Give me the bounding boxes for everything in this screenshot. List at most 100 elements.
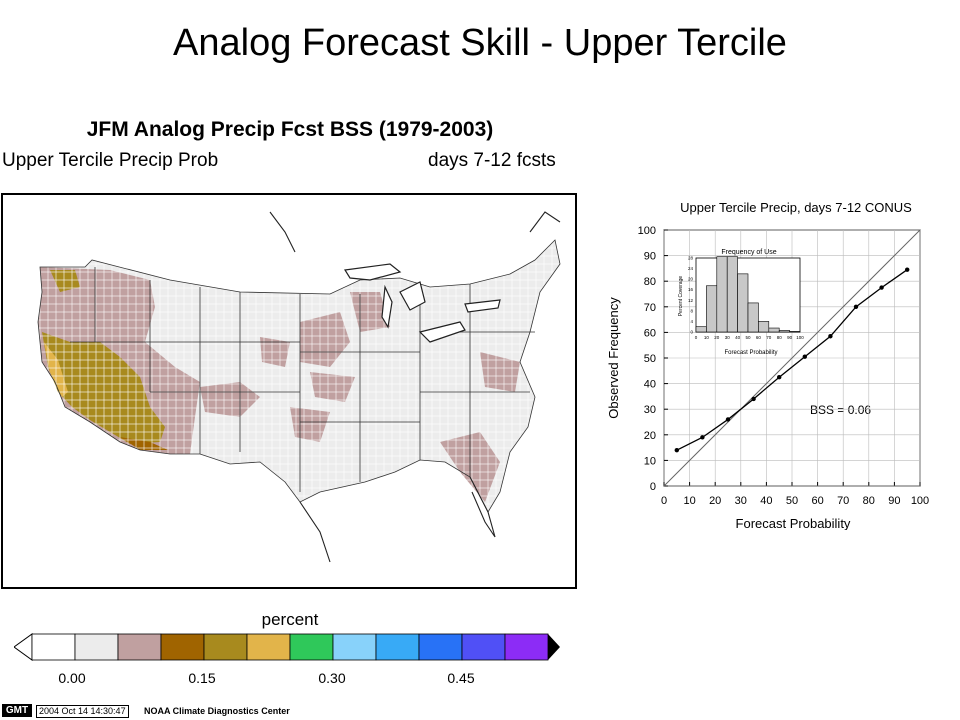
reliability-point bbox=[725, 417, 731, 422]
y-tick-label: 50 bbox=[644, 353, 656, 365]
histogram-bar bbox=[716, 256, 728, 333]
inset-y-tick-label: 28 bbox=[688, 256, 694, 261]
timestamp: 2004 Oct 14 14:30:47 bbox=[36, 705, 129, 718]
y-tick-label: 80 bbox=[644, 276, 656, 288]
colorbar-tick-0: 0.00 bbox=[58, 670, 86, 686]
colorbar-tick-3: 0.45 bbox=[447, 670, 475, 686]
colorbar-swatch bbox=[74, 633, 119, 661]
histogram-bar bbox=[747, 302, 759, 333]
colorbar-label: percent bbox=[261, 610, 319, 629]
histogram-bar bbox=[706, 285, 718, 333]
x-tick-label: 20 bbox=[709, 495, 721, 507]
reliability-plot-area: 0 10 20 30 40 50 60 70 80 90 100010203040506070809… bbox=[638, 225, 930, 507]
bss-annotation: BSS = 0.06 bbox=[810, 403, 871, 417]
colorbar-swatch bbox=[117, 633, 162, 661]
y-tick-label: 0 bbox=[650, 481, 656, 493]
colorbar-swatch bbox=[289, 633, 334, 661]
x-tick-label: 30 bbox=[735, 495, 747, 507]
reliability-point bbox=[802, 354, 807, 359]
slide-title: Analog Forecast Skill - Upper Tercile bbox=[173, 22, 787, 64]
footer: GMT 2004 Oct 14 14:30:47 NOAA Climate Di… bbox=[0, 704, 300, 718]
inset-y-tick-label: 20 bbox=[688, 277, 694, 282]
colorbar-right-arrow bbox=[548, 634, 560, 660]
inset-x-tick-label: 40 bbox=[735, 335, 741, 340]
y-tick-label: 100 bbox=[638, 225, 656, 237]
inset-x-tick-label: 20 bbox=[714, 335, 720, 340]
reliability-point bbox=[879, 285, 884, 290]
reliability-point bbox=[700, 435, 705, 440]
inset-x-tick-label: 10 bbox=[704, 335, 710, 340]
x-tick-label: 40 bbox=[760, 495, 772, 507]
inset-y-tick-label: 12 bbox=[688, 298, 694, 303]
reliability-point bbox=[777, 375, 782, 380]
colorbar-swatch bbox=[504, 633, 549, 661]
inset-x-tick-label: 30 bbox=[725, 335, 731, 340]
bss-map bbox=[1, 193, 577, 589]
chart-title: Upper Tercile Precip, days 7-12 CONUS bbox=[680, 200, 912, 215]
x-tick-label: 100 bbox=[911, 495, 929, 507]
reliability-point bbox=[905, 267, 910, 272]
center-name: NOAA Climate Diagnostics Center bbox=[144, 706, 290, 716]
inset-y-tick-label: 4 bbox=[690, 319, 693, 324]
histogram-bar bbox=[778, 330, 790, 333]
map-title: JFM Analog Precip Fcst BSS (1979-2003) bbox=[86, 118, 494, 141]
coastlines bbox=[269, 211, 561, 563]
inset-y-tick-label: 16 bbox=[688, 287, 694, 292]
map-frame bbox=[1, 193, 577, 589]
histogram-bar bbox=[768, 327, 780, 333]
reliability-point bbox=[674, 447, 679, 453]
colorbar-swatch bbox=[461, 633, 506, 661]
colorbar-swatch bbox=[375, 633, 420, 661]
x-tick-label: 70 bbox=[837, 495, 849, 507]
histogram-bar bbox=[726, 256, 738, 333]
colorbar-tick-2: 0.30 bbox=[318, 670, 346, 686]
gmt-logo: GMT bbox=[2, 704, 32, 717]
inset-x-tick-label: 90 bbox=[787, 335, 793, 340]
inset-x-tick-label: 100 bbox=[796, 335, 804, 340]
reliability-series-line bbox=[676, 269, 908, 451]
great-lakes bbox=[343, 263, 501, 343]
frequency-inset: 0 10 20 30 40 50 60 70 80 90 100 0 4 8 12 16 20 24 28 bbox=[688, 256, 804, 341]
x-tick-label: 60 bbox=[811, 495, 823, 507]
y-tick-label: 20 bbox=[644, 430, 656, 442]
y-tick-label: 40 bbox=[644, 379, 656, 391]
histogram-bar bbox=[789, 331, 801, 333]
histogram-bar bbox=[737, 273, 749, 333]
colorbar-swatch bbox=[160, 633, 205, 661]
histogram-bar bbox=[758, 321, 770, 333]
y-tick-label: 10 bbox=[644, 455, 656, 467]
y-tick-label: 90 bbox=[644, 251, 656, 263]
colorbar-tick-1: 0.15 bbox=[188, 670, 216, 686]
inset-title: Frequency of Use bbox=[721, 249, 776, 256]
y-axis-label: Observed Frequency bbox=[606, 297, 621, 419]
reliability-point bbox=[853, 304, 859, 309]
colorbar-swatch bbox=[31, 633, 76, 661]
colorbar bbox=[14, 633, 560, 661]
inset-x-tick-label: 0 bbox=[695, 335, 698, 340]
x-tick-label: 0 bbox=[661, 495, 667, 507]
x-tick-label: 50 bbox=[786, 495, 798, 507]
inset-x-tick-label: 50 bbox=[745, 335, 751, 340]
y-tick-label: 70 bbox=[644, 302, 656, 314]
map-subtitle-right: days 7-12 fcsts bbox=[428, 150, 556, 171]
reliability-point bbox=[828, 334, 833, 339]
x-tick-label: 80 bbox=[863, 495, 875, 507]
inset-y-tick-label: 0 bbox=[690, 330, 693, 335]
colorbar-swatch bbox=[246, 633, 291, 661]
x-tick-label: 90 bbox=[888, 495, 900, 507]
colorbar-swatch bbox=[203, 633, 248, 661]
inset-y-tick-label: 24 bbox=[688, 266, 694, 271]
inset-x-tick-label: 80 bbox=[777, 335, 783, 340]
map-subtitle-left: Upper Tercile Precip Prob bbox=[2, 150, 219, 171]
colorbar-swatch bbox=[332, 633, 377, 661]
histogram-bar bbox=[695, 326, 707, 333]
x-axis-label: Forecast Probability bbox=[736, 516, 851, 530]
perfect-reliability-line bbox=[663, 229, 921, 487]
y-tick-label: 60 bbox=[644, 327, 656, 339]
inset-y-tick-label: 8 bbox=[690, 308, 693, 313]
inset-x-label: Forecast Probability bbox=[724, 350, 777, 356]
colorbar-swatch bbox=[418, 633, 463, 661]
inset-x-tick-label: 60 bbox=[756, 335, 762, 340]
inset-y-label: Percent Coverage bbox=[678, 276, 684, 317]
y-tick-label: 30 bbox=[644, 404, 656, 416]
